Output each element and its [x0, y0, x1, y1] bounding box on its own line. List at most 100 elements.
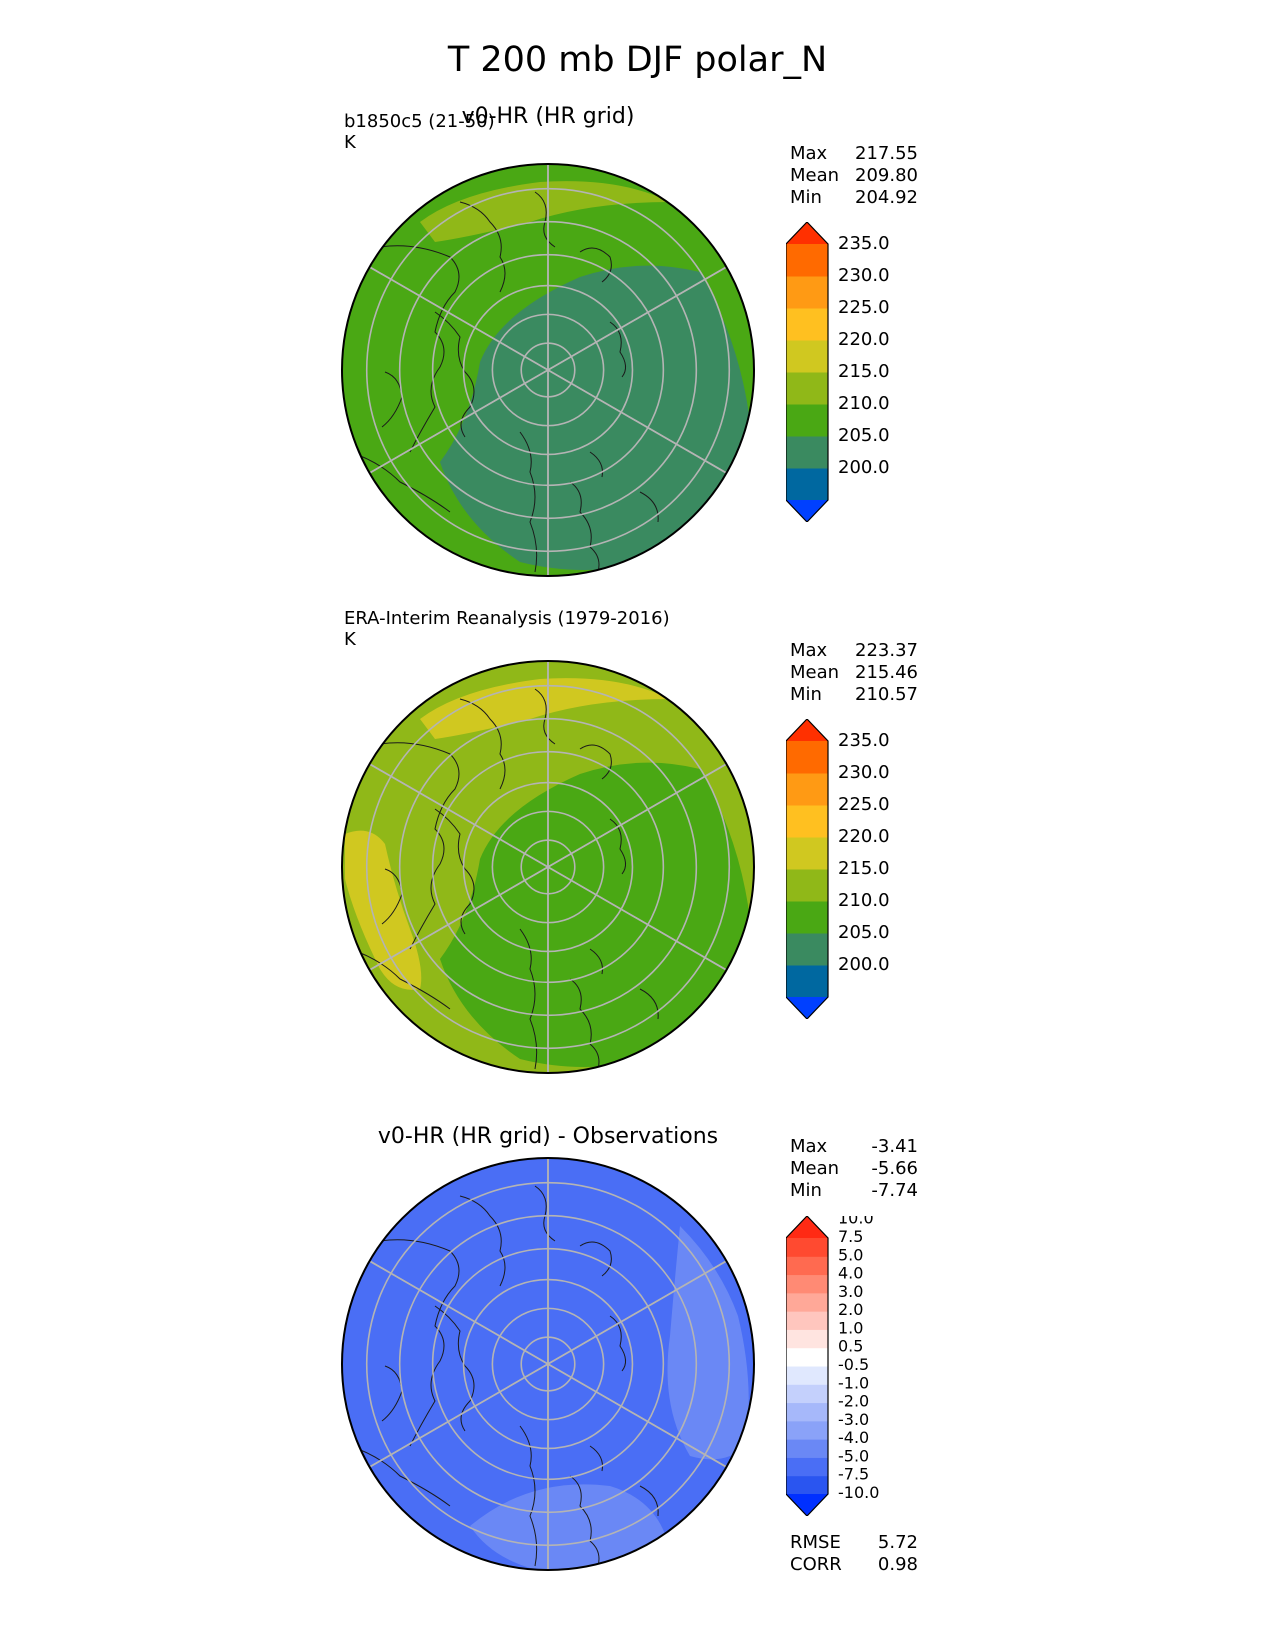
obs-units-label: K	[344, 629, 356, 650]
field-region-south-lobe	[470, 1484, 670, 1570]
colorbar-swatch	[786, 404, 828, 437]
colorbar-tick-label: -2.0	[838, 1392, 869, 1411]
coastline-segment	[379, 742, 460, 950]
coastline-segment	[434, 1305, 475, 1432]
colorbar-swatch	[786, 1347, 828, 1367]
panel-diff-title: v0-HR (HR grid) - Observations	[377, 1124, 719, 1149]
coastline-segment	[349, 1445, 451, 1507]
coastline-segment	[459, 698, 506, 790]
colorbar-tick-label: 215.0	[838, 858, 890, 879]
colorbar-extend-min	[786, 1494, 828, 1516]
colorbar-tick-label: 220.0	[838, 826, 890, 847]
field-region-pacific-arc	[420, 181, 670, 242]
panel-obs-title-block: ERA-Interim Reanalysis (1979-2016) K	[344, 608, 670, 650]
colorbar-diff: 10.07.55.04.03.02.01.00.5-0.5-1.0-2.0-3.…	[786, 1216, 879, 1516]
colorbar-tick-label: 210.0	[838, 890, 890, 911]
stat-max: Max 223.37	[790, 640, 918, 661]
stat-mean: Mean 209.80	[790, 165, 918, 186]
colorbar-swatch	[786, 965, 828, 998]
coastlines	[349, 1185, 659, 1567]
coastline-segment	[379, 245, 460, 453]
coastline-segment	[639, 491, 659, 523]
graticule	[365, 661, 731, 1073]
colorbar-tick-label: 235.0	[838, 233, 890, 254]
colorbar-swatch	[786, 1329, 828, 1349]
metric-rmse: RMSE 5.72	[790, 1532, 918, 1553]
colorbar-obs: 240.0235.0230.0225.0220.0215.0210.0205.0…	[786, 719, 890, 1019]
graticule	[365, 164, 731, 576]
colorbar-swatch	[786, 837, 828, 870]
colorbar-swatch	[786, 1292, 828, 1312]
field-region-east-band	[667, 1226, 749, 1460]
coastline-segment	[434, 311, 475, 438]
colorbar-swatch	[786, 805, 828, 838]
colorbar-swatch	[786, 1238, 828, 1257]
colorbar-tick-label: 215.0	[838, 361, 890, 382]
colorbar-swatch	[786, 340, 828, 373]
colorbar-swatch	[786, 1256, 828, 1276]
coastline-segment	[569, 1475, 600, 1567]
map-border	[341, 163, 755, 577]
panel-diff-metrics: RMSE 5.72 CORR 0.98	[790, 1532, 918, 1576]
colorbar-outline	[786, 719, 829, 1019]
colorbar-outline	[786, 222, 829, 522]
colorbar-tick-label: -5.0	[838, 1446, 869, 1465]
colorbar-tick-label: 3.0	[838, 1282, 863, 1301]
colorbar-swatch	[786, 372, 828, 405]
colorbar-swatch	[786, 901, 828, 934]
colorbar-tick-label: 225.0	[838, 297, 890, 318]
panel-diff-stats: Max -3.41 Mean -5.66 Min -7.74	[790, 1136, 918, 1202]
colorbar-swatch	[786, 436, 828, 469]
coastline-segment	[609, 818, 626, 875]
colorbar-tick-label: -7.5	[838, 1465, 869, 1484]
colorbar-swatch	[786, 1402, 828, 1422]
colorbar-extend-min	[786, 500, 828, 522]
stat-max: Max -3.41	[790, 1136, 918, 1157]
stat-min: Min 204.92	[790, 187, 918, 208]
colorbar-tick-label: 0.5	[838, 1337, 863, 1356]
colorbar-tick-label: 210.0	[838, 393, 890, 414]
case-label: b1850c5 (21-50)	[344, 111, 495, 132]
coastline-segment	[589, 948, 603, 975]
colorbar-swatch	[786, 773, 828, 806]
coastline-segment	[579, 247, 612, 283]
colorbar-swatch	[786, 1439, 828, 1458]
polar-map-diff	[341, 1157, 755, 1571]
meridian-line	[369, 266, 727, 474]
colorbar-extend-min	[786, 997, 828, 1019]
meridian-line	[369, 1260, 727, 1468]
colorbar-tick-label: 4.0	[838, 1264, 863, 1283]
field-region-eurasian-cold-pool	[440, 265, 750, 570]
stat-min: Min 210.57	[790, 684, 918, 705]
colorbar-swatch	[786, 1366, 828, 1385]
colorbar-swatch	[786, 468, 828, 501]
colorbar-tick-label: -4.0	[838, 1428, 869, 1447]
colorbar-tick-label: 220.0	[838, 329, 890, 350]
colorbar-tick-label: 225.0	[838, 794, 890, 815]
coastline-segment	[569, 481, 600, 573]
colorbar-tick-label: -10.0	[838, 1483, 879, 1502]
coastline-segment	[609, 1315, 626, 1372]
stat-mean: Mean -5.66	[790, 1158, 918, 1179]
panel-diff: v0-HR (HR grid) - Observations Max -3.41 …	[341, 1124, 918, 1576]
coastline-segment	[639, 988, 659, 1020]
colorbar-tick-label: 205.0	[838, 425, 890, 446]
colorbar-swatch	[786, 1274, 828, 1294]
colorbar-swatch	[786, 1475, 828, 1495]
colorbar-swatch	[786, 741, 828, 774]
colorbar-tick-label: 235.0	[838, 730, 890, 751]
polar-map-obs	[341, 660, 755, 1074]
colorbar-extend-max	[786, 1216, 828, 1238]
obs-title: ERA-Interim Reanalysis (1979-2016)	[344, 608, 670, 629]
panel-model-stats: Max 217.55 Mean 209.80 Min 204.92	[790, 143, 918, 209]
colorbar-tick-label: 230.0	[838, 762, 890, 783]
coastline-segment	[459, 201, 506, 293]
colorbar-swatch	[786, 1384, 828, 1404]
colorbar-tick-label: -3.0	[838, 1410, 869, 1429]
colorbar-tick-label: 2.0	[838, 1300, 863, 1319]
colorbar-tick-label: -0.5	[838, 1355, 869, 1374]
colorbar-swatch	[786, 869, 828, 902]
field-region-pacific-arc	[420, 678, 670, 739]
coastline-segment	[609, 321, 626, 378]
colorbar-extend-max	[786, 222, 828, 244]
